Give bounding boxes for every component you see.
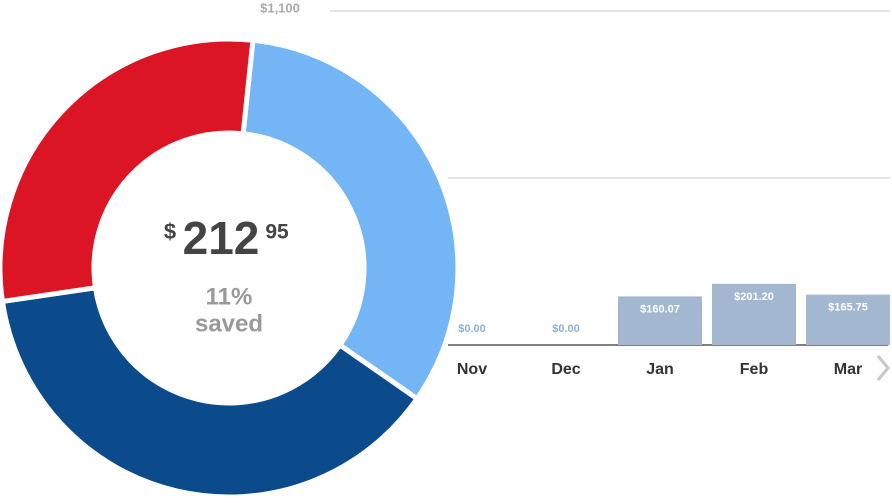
value-label: $201.20 (734, 291, 774, 303)
bar (806, 294, 890, 345)
saved-caption: saved (195, 310, 263, 337)
x-tick-label: Feb (740, 361, 769, 378)
percent-saved: 11% (206, 283, 253, 310)
x-tick-label: Mar (834, 361, 862, 378)
bar (618, 296, 702, 345)
next-arrow[interactable] (876, 355, 890, 381)
donut-chart (0, 36, 461, 500)
y-tick-label: $1,100 (260, 0, 300, 15)
value-label: $160.07 (640, 303, 680, 315)
value-label: $165.75 (828, 302, 868, 314)
value-label: $0.00 (552, 323, 580, 335)
x-tick-label: Jan (646, 361, 674, 378)
donut-segment (240, 37, 461, 403)
donut-segment (0, 284, 421, 500)
value-label: $0.00 (458, 323, 486, 335)
x-tick-label: Nov (457, 361, 487, 378)
amount-dollars: 212 (183, 212, 260, 264)
x-tick-label: Dec (551, 361, 580, 378)
amount-cents: 95 (265, 221, 289, 244)
donut-segment (0, 36, 256, 305)
bar (712, 283, 796, 345)
bar-chart: $1,100 $0.00 Nov $0.00 Dec $160.07 Jan $201.20 F… (260, 0, 890, 378)
currency-symbol: $ (164, 219, 176, 244)
